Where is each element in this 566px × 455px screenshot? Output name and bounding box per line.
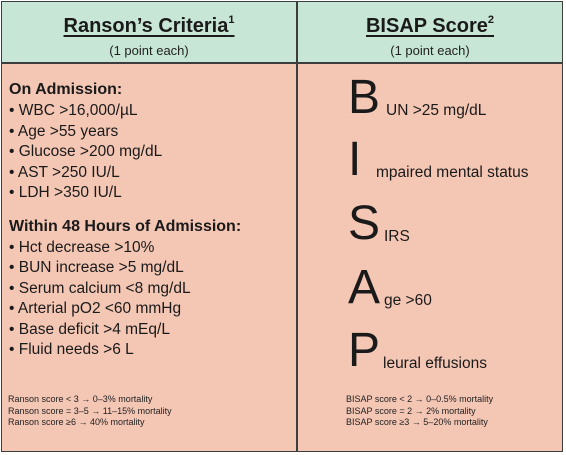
list-item: • BUN increase >5 mg/dL — [9, 259, 184, 276]
note-line: Ranson score = 3–5 → 11–15% mortality — [8, 405, 172, 416]
on-admission-heading: On Admission: — [9, 81, 123, 98]
ranson-mortality-notes: Ranson score < 3 → 0–3% mortality Ranson… — [8, 394, 172, 429]
bisap-letter: I — [348, 133, 362, 186]
list-item: • Arterial pO2 <60 mmHg — [9, 300, 182, 317]
ranson-subtitle: (1 point each) — [109, 43, 189, 58]
note-line: BISAP score < 2 → 0–0.5% mortality — [346, 394, 494, 404]
list-item: • Glucose >200 mg/dL — [9, 143, 163, 160]
ranson-criteria-list: On Admission: • WBC >16,000/µL • Age >55… — [9, 80, 291, 361]
list-item: • AST >250 IU/L — [9, 163, 120, 181]
note-line: BISAP score ≥3 → 5–20% mortality — [346, 417, 488, 427]
within-48h-heading: Within 48 Hours of Admission: — [9, 217, 242, 235]
bisap-criterion: ge >60 — [384, 292, 432, 309]
bisap-row-i: I mpaired mental status — [348, 128, 558, 184]
bisap-letter: B — [348, 71, 381, 124]
note-line: Ranson score < 3 → 0–3% mortality — [8, 394, 153, 404]
bisap-row-p: P leural effusions — [348, 319, 548, 375]
table-header — [2, 2, 562, 64]
ranson-header: Ranson’s Criteria1 (1 point each) — [2, 2, 296, 62]
note-line: Ranson score ≥6 → 40% mortality — [8, 417, 145, 427]
list-item: • Base deficit >4 mEq/L — [9, 320, 170, 338]
bisap-subtitle: (1 point each) — [390, 43, 470, 58]
ranson-title: Ranson’s Criteria1 — [63, 14, 235, 37]
bisap-mortality-notes: BISAP score < 2 → 0–0.5% mortality BISAP… — [346, 394, 493, 429]
list-item: • Age >55 years — [9, 122, 119, 140]
column-divider — [296, 2, 298, 451]
list-item: • Hct decrease >10% — [9, 238, 155, 256]
list-item: • WBC >16,000/µL — [9, 102, 138, 119]
bisap-criterion: UN >25 mg/dL — [386, 102, 487, 119]
bisap-letter: S — [348, 197, 381, 250]
bisap-criterion: leural effusions — [383, 355, 487, 372]
list-item: • Serum calcium <8 mg/dL — [9, 279, 191, 297]
bisap-title: BISAP Score2 — [365, 14, 495, 37]
bisap-header: BISAP Score2 (1 point each) — [298, 2, 562, 62]
bisap-row-b: B UN >25 mg/dL — [348, 66, 548, 122]
bisap-row-a: A ge >60 — [348, 256, 548, 312]
note-line: BISAP score = 2 → 2% mortality — [346, 405, 476, 416]
bisap-letter: A — [348, 261, 381, 314]
bisap-row-s: S IRS — [348, 192, 548, 248]
bisap-criterion: IRS — [384, 228, 410, 245]
list-item: • LDH >350 IU/L — [9, 184, 122, 201]
bisap-letter: P — [348, 324, 381, 377]
bisap-criterion: mpaired mental status — [376, 164, 529, 181]
list-item: • Fluid needs >6 L — [9, 341, 134, 358]
